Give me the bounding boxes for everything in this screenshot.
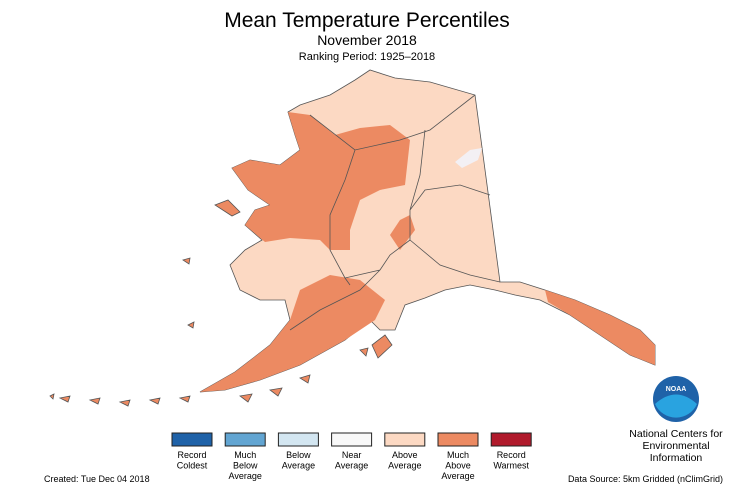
subtitle: November 2018 (317, 32, 417, 48)
legend-label: Above (445, 461, 471, 471)
period: Ranking Period: 1925–2018 (299, 51, 435, 63)
legend-label: Record (497, 450, 526, 460)
much-above-region-panhandle (545, 290, 655, 365)
legend-label: Average (229, 471, 262, 481)
logo-text: Environmental (642, 440, 709, 452)
legend-label: Near (342, 450, 362, 460)
legend-swatch (384, 432, 426, 447)
created: Created: Tue Dec 04 2018 (44, 474, 150, 484)
legend-label: Below (233, 461, 258, 471)
legend-label: Average (335, 461, 368, 471)
legend-label: Much (234, 450, 256, 460)
logo-wave (655, 394, 697, 418)
legend-label: Average (282, 461, 315, 471)
title: Mean Temperature Percentiles (224, 9, 510, 32)
legend-swatch (490, 432, 532, 447)
legend-label: Record (177, 450, 206, 460)
logo-text: Information (650, 452, 703, 464)
legend-label: Much (447, 450, 469, 460)
much-above-region-south (200, 275, 385, 392)
source: Data Source: 5km Gridded (nClimGrid) (568, 474, 723, 484)
legend-label: Average (388, 461, 421, 471)
legend-label: Warmest (493, 461, 529, 471)
islands (49, 199, 393, 407)
below-patch (455, 148, 482, 168)
legend-label: Above (392, 450, 418, 460)
legend-label: Below (286, 450, 311, 460)
legend-swatch (277, 432, 319, 447)
logo-text: National Centers for (629, 428, 723, 440)
much-above-region-central (390, 215, 415, 250)
legend-swatch (437, 432, 479, 447)
legend-swatch (331, 432, 373, 447)
logo-mark: NOAA (666, 386, 687, 393)
legend-swatch (224, 432, 266, 447)
much-above-region-west (232, 112, 410, 250)
legend-label: Average (441, 471, 474, 481)
legend-swatch (171, 432, 213, 447)
noaa-logo: NOAA National Centers for Environmental … (629, 376, 723, 464)
legend: RecordColdestMuchBelowAverageBelowAverag… (171, 432, 532, 481)
division-lines (289, 94, 501, 331)
map (49, 69, 656, 407)
legend-label: Coldest (177, 461, 208, 471)
